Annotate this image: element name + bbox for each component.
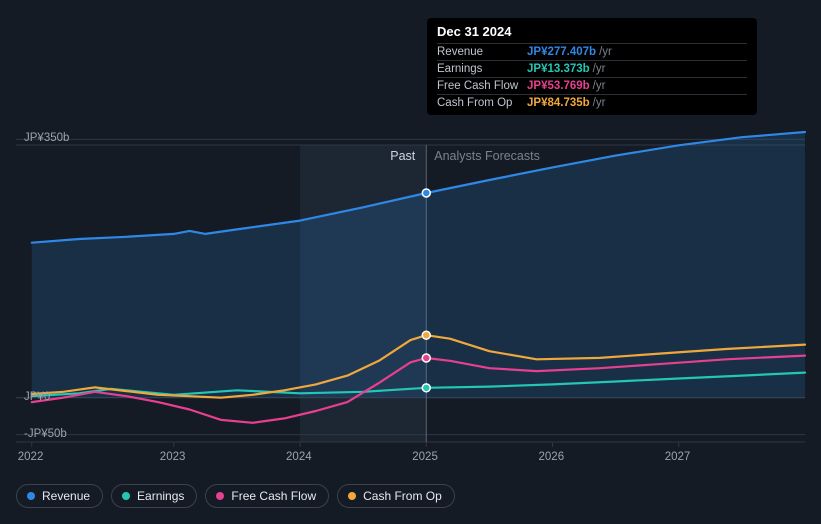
x-axis-label: 2023 — [160, 451, 186, 463]
tooltip-row-unit: /yr — [593, 97, 606, 109]
past-region-label: Past — [390, 149, 415, 163]
tooltip-row-value: JP¥277.407b — [527, 46, 596, 58]
y-axis-label: JP¥0 — [24, 391, 50, 403]
legend-item-fcf[interactable]: Free Cash Flow — [205, 484, 329, 508]
x-axis-label: 2022 — [18, 451, 44, 463]
legend-dot-icon — [122, 492, 130, 500]
legend-item-label: Free Cash Flow — [231, 489, 316, 503]
x-axis-label: 2027 — [665, 451, 691, 463]
tooltip-row: Cash From OpJP¥84.735b/yr — [437, 94, 747, 111]
tooltip-date: Dec 31 2024 — [437, 24, 747, 39]
legend-dot-icon — [216, 492, 224, 500]
x-axis-label: 2025 — [412, 451, 438, 463]
tooltip-row: RevenueJP¥277.407b/yr — [437, 43, 747, 60]
tooltip-row-label: Earnings — [437, 63, 527, 75]
y-axis-label: JP¥350b — [24, 132, 69, 144]
forecast-region-label: Analysts Forecasts — [434, 149, 540, 163]
tooltip-row-value: JP¥84.735b — [527, 97, 590, 109]
tooltip-row-label: Free Cash Flow — [437, 80, 527, 92]
legend-dot-icon — [27, 492, 35, 500]
tooltip-row-value: JP¥53.769b — [527, 80, 590, 92]
y-axis-label: -JP¥50b — [24, 428, 67, 440]
legend-item-earnings[interactable]: Earnings — [111, 484, 197, 508]
financial-chart: JP¥350b JP¥0 -JP¥50b 2022 2023 2024 2025 2026 2… — [0, 0, 821, 524]
legend-item-label: Cash From Op — [363, 489, 442, 503]
legend-item-label: Earnings — [137, 489, 184, 503]
tooltip-row: Free Cash FlowJP¥53.769b/yr — [437, 77, 747, 94]
chart-legend: Revenue Earnings Free Cash Flow Cash From O… — [16, 484, 455, 508]
tooltip-row-label: Cash From Op — [437, 97, 527, 109]
legend-item-revenue[interactable]: Revenue — [16, 484, 103, 508]
tooltip-row-unit: /yr — [593, 80, 606, 92]
legend-dot-icon — [348, 492, 356, 500]
x-axis-label: 2024 — [286, 451, 312, 463]
hover-tooltip: Dec 31 2024 RevenueJP¥277.407b/yrEarning… — [427, 18, 757, 115]
tooltip-row: EarningsJP¥13.373b/yr — [437, 60, 747, 77]
tooltip-row-label: Revenue — [437, 46, 527, 58]
legend-item-cfo[interactable]: Cash From Op — [337, 484, 455, 508]
legend-item-label: Revenue — [42, 489, 90, 503]
x-axis-label: 2026 — [539, 451, 565, 463]
tooltip-row-unit: /yr — [599, 46, 612, 58]
tooltip-row-unit: /yr — [593, 63, 606, 75]
tooltip-row-value: JP¥13.373b — [527, 63, 590, 75]
